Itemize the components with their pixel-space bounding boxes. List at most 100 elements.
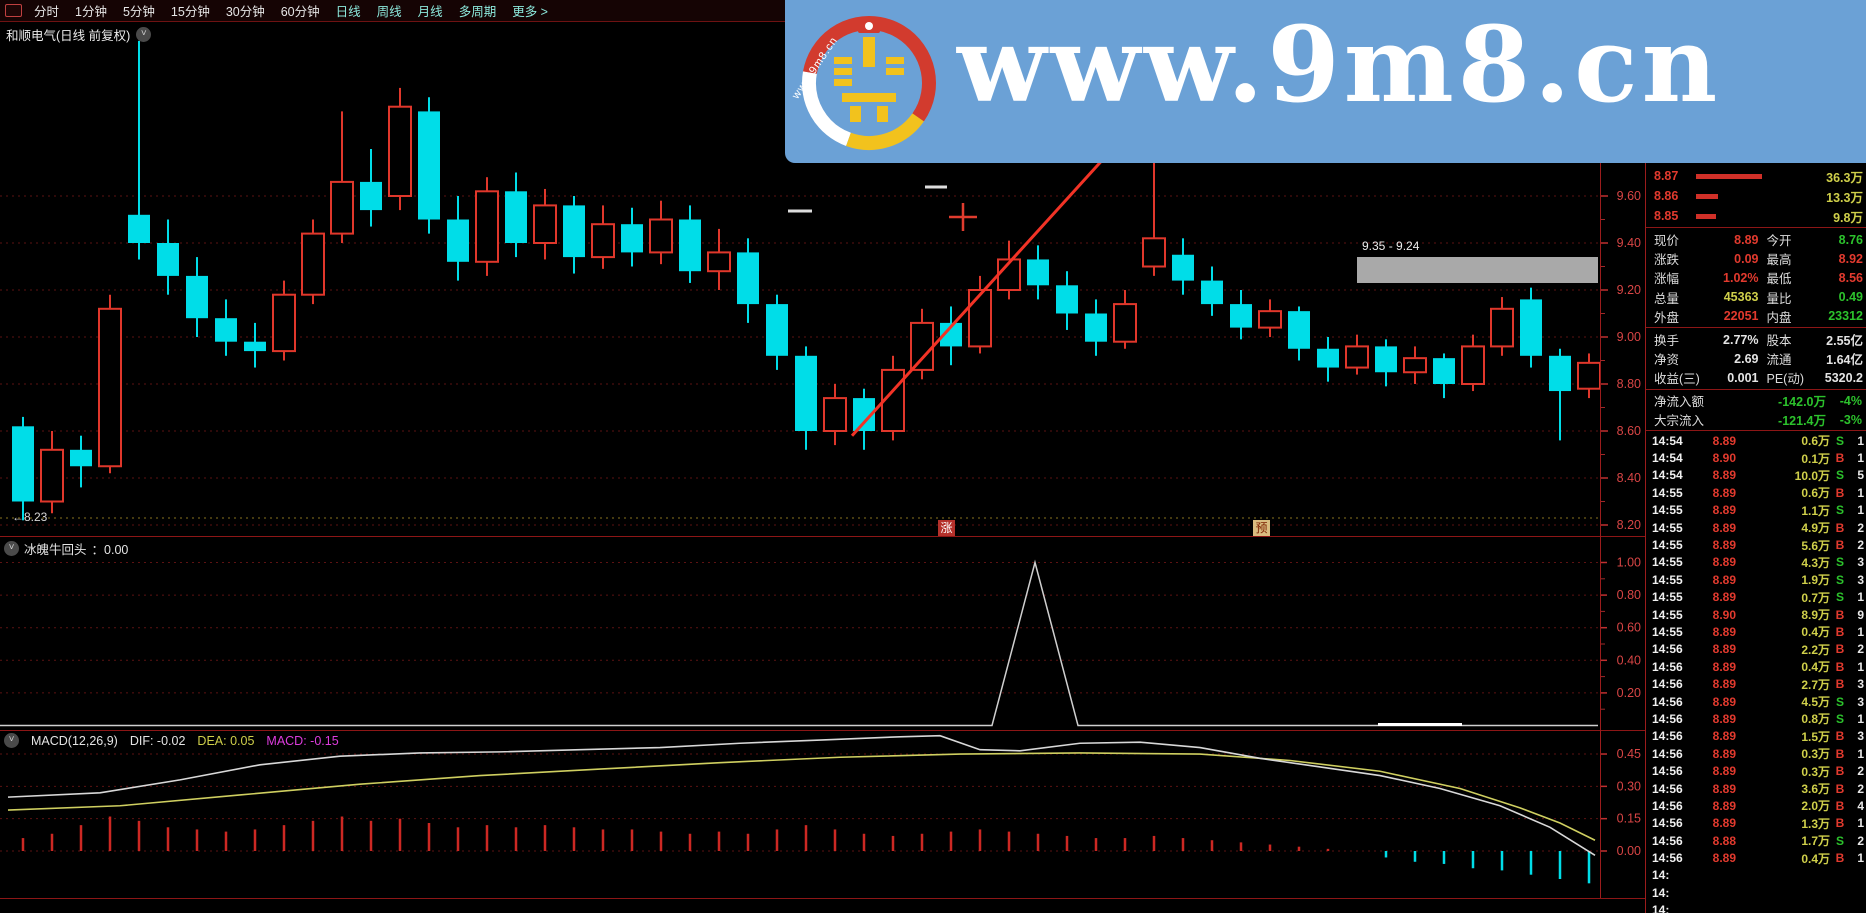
panel-divider <box>1646 430 1866 431</box>
menu-item-7[interactable]: 周线 <box>376 5 402 19</box>
tick-side: B <box>1835 659 1845 674</box>
tick-row: 14:55 8.89 0.6万 B 1 <box>1646 484 1866 501</box>
crosshair-mark <box>949 203 977 231</box>
flow-value: -121.4万 <box>1778 414 1826 428</box>
tick-time: 14:56 <box>1652 711 1683 726</box>
price-axis-line <box>1600 22 1601 898</box>
tick-time: 14:55 <box>1652 520 1683 535</box>
menu-item-0[interactable]: 分时 <box>34 5 60 19</box>
tick-volume: 0.7万 <box>1801 590 1830 605</box>
candle-up <box>910 321 934 371</box>
tick-price: 8.89 <box>1712 764 1736 779</box>
stat-row: 收益(三) 0.001 PE(动) 5320.2 <box>1646 368 1866 387</box>
chevron-down-icon[interactable]: ˅ <box>136 27 152 42</box>
indicator-value: ：0.00 <box>91 543 129 557</box>
tick-row: 14:56 8.88 1.7万 S 2 <box>1646 832 1866 849</box>
candle-up <box>301 232 325 296</box>
tick-row: 14:56 8.89 0.4万 B 1 <box>1646 658 1866 675</box>
macd-chart[interactable]: 0.45 0.30 0.15 0.00 <box>0 730 1645 913</box>
tick-time: 14:56 <box>1652 764 1683 779</box>
tick-time: 14:56 <box>1652 729 1683 744</box>
menu-item-5[interactable]: 60分钟 <box>280 5 320 19</box>
tick-row: 14:55 8.90 8.9万 B 9 <box>1646 606 1866 623</box>
stat-label: 现价 <box>1654 234 1680 249</box>
stat-row: 涨跌 0.09 最高 8.92 <box>1646 249 1866 268</box>
menu-item-3[interactable]: 15分钟 <box>170 5 210 19</box>
menu-item-8[interactable]: 月线 <box>417 5 443 19</box>
candle-down <box>1172 254 1194 281</box>
tick-count: 3 <box>1857 555 1864 570</box>
quote-stats: 现价 8.89 今开 8.76 涨跌 0.09 最高 8.92 涨幅 1.02% 最低 8.56 总量 4… <box>1646 230 1866 326</box>
menu-item-2[interactable]: 5分钟 <box>122 5 155 19</box>
flow-pct: -4% <box>1839 393 1862 408</box>
tick-side: B <box>1835 851 1845 866</box>
chevron-down-icon[interactable]: ˅ <box>4 733 19 748</box>
candle-up <box>1403 357 1427 374</box>
tick-row: 14:56 8.89 0.8万 S 1 <box>1646 710 1866 727</box>
tick-count: 1 <box>1857 659 1864 674</box>
candle-up <box>823 397 847 433</box>
tick-row: 14:55 8.89 4.9万 B 2 <box>1646 519 1866 536</box>
titlebar: 和顺电气(日线 前复权) ˅ <box>6 25 152 44</box>
indicator-chart[interactable]: 1.00 0.80 0.60 0.40 0.20 <box>0 536 1645 730</box>
tick-volume: 1.1万 <box>1801 503 1830 518</box>
tick-volume: 1.5万 <box>1801 729 1830 744</box>
tick-volume: 0.4万 <box>1801 851 1830 866</box>
tick-row: 14:54 8.89 10.0万 S 5 <box>1646 467 1866 484</box>
tick-time: 14:56 <box>1652 781 1683 796</box>
queue-volume-bar <box>1696 173 1762 179</box>
tick-count: 3 <box>1857 729 1864 744</box>
tick-row: 14:56 8.89 3.6万 B 2 <box>1646 780 1866 797</box>
candle-down <box>766 304 788 356</box>
candle-up <box>272 293 296 353</box>
tick-list[interactable]: 14:54 8.89 0.6万 S 1 14:54 8.90 0.1万 B 1 14:54 8.89 1… <box>1646 432 1866 913</box>
menu-item-9[interactable]: 多周期 <box>458 5 497 19</box>
tick-time: 14:54 <box>1652 451 1683 466</box>
tick-price: 8.89 <box>1712 433 1736 448</box>
chevron-down-icon[interactable]: ˅ <box>4 541 19 556</box>
tick-count: 2 <box>1857 833 1864 848</box>
tick-count: 4 <box>1857 798 1864 813</box>
tick-count: 2 <box>1857 642 1864 657</box>
menu-item-10[interactable]: 更多 > <box>512 5 548 19</box>
tick-count: 3 <box>1857 694 1864 709</box>
tick-count: 1 <box>1857 851 1864 866</box>
svg-text:8.40: 8.40 <box>1617 471 1641 485</box>
tick-time: 14: <box>1652 903 1670 913</box>
tick-price: 8.89 <box>1712 468 1736 483</box>
candle-down <box>1201 280 1223 305</box>
indicator-name: 冰魄牛回头 <box>24 543 87 557</box>
svg-text:8.60: 8.60 <box>1617 424 1641 438</box>
stat-value: 2.77% <box>1723 332 1759 347</box>
candle-down <box>70 449 92 467</box>
tick-volume: 10.0万 <box>1794 468 1830 483</box>
menu-item-4[interactable]: 30分钟 <box>225 5 265 19</box>
svg-text:8.20: 8.20 <box>1617 518 1641 532</box>
tick-volume: 0.6万 <box>1801 434 1830 449</box>
tick-price: 8.89 <box>1712 781 1736 796</box>
watermark-logo <box>802 16 936 150</box>
candlestick-chart[interactable]: 9.60 9.40 9.20 9.00 8.80 8.60 8.40 8.20 <box>0 0 1645 536</box>
stat-label: 内盘 <box>1766 310 1792 325</box>
flow-label: 大宗流入 <box>1654 414 1705 428</box>
queue-price: 8.85 <box>1654 209 1679 223</box>
macd-dea-value: DEA: 0.05 <box>197 733 255 748</box>
tick-count: 1 <box>1857 451 1864 466</box>
svg-text:0.00: 0.00 <box>1617 844 1641 858</box>
candle-down <box>215 318 237 342</box>
stat-row: 现价 8.89 今开 8.76 <box>1646 230 1866 249</box>
stat-row: 总量 45363 量比 0.49 <box>1646 288 1866 307</box>
stat-label: PE(动) <box>1766 372 1805 387</box>
indicator-axis: 1.00 0.80 0.60 0.40 0.20 <box>1600 556 1641 710</box>
quote-stats-extra: 换手 2.77% 股本 2.55亿 净资 2.69 流通 1.64亿 收益(三) 0.001 PE(… <box>1646 330 1866 388</box>
menu-item-1[interactable]: 1分钟 <box>75 5 107 19</box>
tick-price: 8.89 <box>1712 642 1736 657</box>
stat-label: 量比 <box>1766 291 1792 306</box>
tick-price: 8.90 <box>1712 607 1736 622</box>
tick-count: 3 <box>1857 572 1864 587</box>
menu-item-6[interactable]: 日线 <box>335 5 361 19</box>
window-icon[interactable] <box>5 4 22 17</box>
queue-price: 8.86 <box>1654 189 1679 203</box>
candle-up <box>388 105 412 197</box>
tick-count: 1 <box>1857 816 1864 831</box>
